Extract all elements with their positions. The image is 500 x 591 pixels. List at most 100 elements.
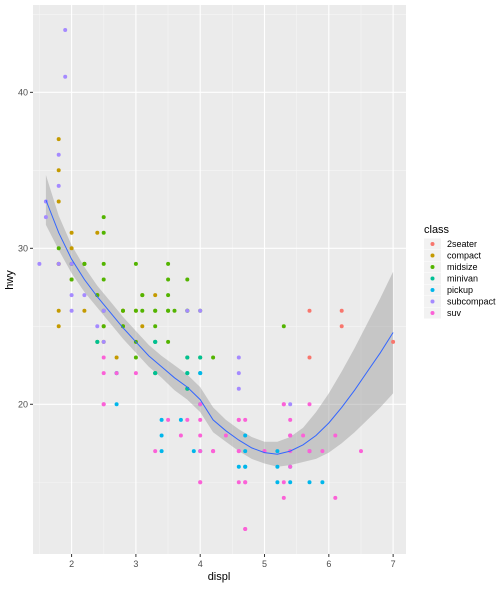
data-point-subcompact (236, 371, 241, 376)
data-point-midsize (153, 308, 158, 313)
data-point-pickup (275, 480, 280, 485)
data-point-suv (320, 449, 325, 454)
data-point-midsize (185, 277, 190, 282)
data-point-compact (56, 168, 61, 173)
data-point-suv (281, 402, 286, 407)
data-point-minivan (185, 355, 190, 360)
x-axis-label: displ (208, 571, 231, 583)
data-point-suv (185, 417, 190, 422)
data-point-suv (307, 449, 312, 454)
data-point-suv (153, 449, 158, 454)
data-point-minivan (198, 355, 203, 360)
data-point-subcompact (56, 183, 61, 188)
x-tick-label: 7 (391, 559, 396, 569)
confidence-band (45, 175, 394, 467)
legend-label-subcompact: subcompact (447, 297, 496, 307)
data-point-subcompact (43, 215, 48, 220)
legend-key-dot-subcompact (430, 299, 435, 304)
data-point-pickup (114, 402, 119, 407)
data-point-pickup (198, 371, 203, 376)
data-point-subcompact (288, 402, 293, 407)
data-point-suv (198, 449, 203, 454)
legend-key-dot-pickup (430, 288, 435, 292)
data-point-compact (56, 324, 61, 329)
data-point-pickup (178, 417, 183, 422)
data-point-compact (95, 230, 100, 235)
legend-key-dot-compact (430, 253, 435, 258)
data-point-pickup (275, 449, 280, 454)
data-point-pickup (243, 433, 248, 438)
data-point-2seater (307, 308, 312, 313)
data-point-suv (236, 417, 241, 422)
plot-panel (33, 5, 406, 554)
data-point-midsize (101, 277, 106, 282)
data-point-suv (243, 527, 248, 531)
data-point-subcompact (56, 261, 61, 266)
data-point-suv (288, 433, 293, 438)
data-point-compact (56, 308, 61, 313)
data-point-suv (101, 355, 106, 360)
smooth-trend-line (45, 199, 394, 455)
legend-label-suv: suv (447, 308, 462, 318)
data-point-suv (178, 433, 183, 438)
data-point-midsize (133, 261, 138, 266)
data-point-suv (281, 480, 286, 485)
data-point-2seater (339, 324, 344, 329)
data-point-midsize (69, 277, 74, 282)
data-point-2seater (391, 339, 396, 344)
legend-key-dot-2seater (430, 242, 435, 246)
data-point-pickup (236, 464, 241, 469)
data-point-suv (307, 402, 312, 407)
data-point-suv (166, 417, 171, 422)
smooth-line (45, 199, 394, 455)
data-point-pickup (320, 480, 325, 485)
data-point-pickup (159, 449, 164, 454)
legend-label-minivan: minivan (447, 274, 478, 284)
data-point-2seater (307, 355, 312, 360)
x-tick-label: 4 (198, 559, 203, 569)
legend-label-midsize: midsize (447, 262, 478, 272)
data-point-suv (333, 433, 338, 438)
data-point-midsize (166, 308, 171, 313)
data-point-midsize (211, 355, 216, 360)
data-point-midsize (133, 355, 138, 360)
data-point-pickup (288, 480, 293, 485)
data-point-midsize (172, 308, 177, 313)
data-point-subcompact (198, 308, 203, 313)
data-point-midsize (140, 293, 145, 298)
data-points (37, 28, 396, 531)
data-point-suv (281, 495, 286, 500)
data-point-midsize (121, 308, 125, 313)
data-point-suv (223, 433, 228, 438)
y-axis: 20 30 40 (18, 87, 33, 409)
data-point-compact (69, 230, 74, 235)
data-point-midsize (166, 261, 171, 266)
y-tick-label: 20 (18, 399, 28, 409)
data-point-compact (82, 308, 87, 313)
legend-label-2seater: 2seater (447, 239, 477, 249)
data-point-subcompact (236, 355, 241, 360)
data-point-pickup (191, 449, 196, 454)
data-point-compact (140, 324, 145, 329)
data-point-subcompact (37, 261, 42, 266)
confidence-band-area (45, 175, 394, 467)
data-point-suv (243, 417, 248, 422)
data-point-midsize (166, 293, 171, 298)
data-point-midsize (56, 246, 61, 251)
data-point-minivan (153, 371, 158, 376)
legend-label-pickup: pickup (447, 285, 473, 295)
data-point-subcompact (56, 152, 61, 157)
legend-label-compact: compact (447, 251, 482, 261)
data-point-suv (359, 449, 363, 454)
data-point-pickup (159, 417, 164, 422)
x-tick-label: 3 (133, 559, 138, 569)
y-axis-label: hwy (4, 270, 16, 290)
data-point-suv (243, 480, 248, 485)
data-point-suv (101, 371, 106, 376)
data-point-compact (56, 199, 61, 204)
data-point-subcompact (95, 324, 100, 329)
data-point-suv (101, 402, 106, 407)
x-axis: 2 3 4 5 6 7 (69, 554, 396, 569)
